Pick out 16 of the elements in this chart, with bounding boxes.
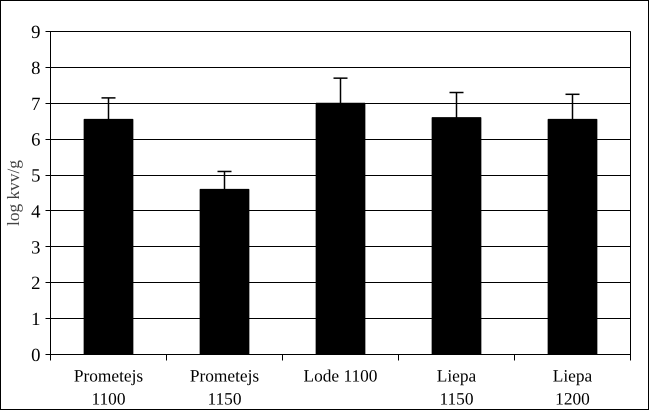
x-tick-label: Liepa 1200: [552, 366, 593, 408]
y-tick-label: 5: [31, 166, 40, 187]
y-tick-label: 7: [31, 94, 40, 115]
y-tick-label: 8: [31, 58, 40, 79]
y-tick-label: 4: [31, 201, 42, 222]
y-tick-label: 9: [31, 22, 40, 43]
y-tick-label: 1: [31, 309, 40, 330]
y-tick-label: 3: [31, 237, 40, 258]
y-tick-label: 6: [31, 130, 40, 151]
y-tick-label: 0: [31, 345, 40, 366]
y-tick-label: 2: [31, 273, 40, 294]
x-tick-label: Liepa 1150: [436, 366, 477, 408]
x-tick-label: Prometejs 1100: [74, 366, 144, 408]
x-tick-label: Prometejs 1150: [190, 366, 260, 408]
y-axis-title: log kvv/g: [4, 160, 24, 226]
x-tick-label: Lode 1100: [304, 366, 378, 386]
